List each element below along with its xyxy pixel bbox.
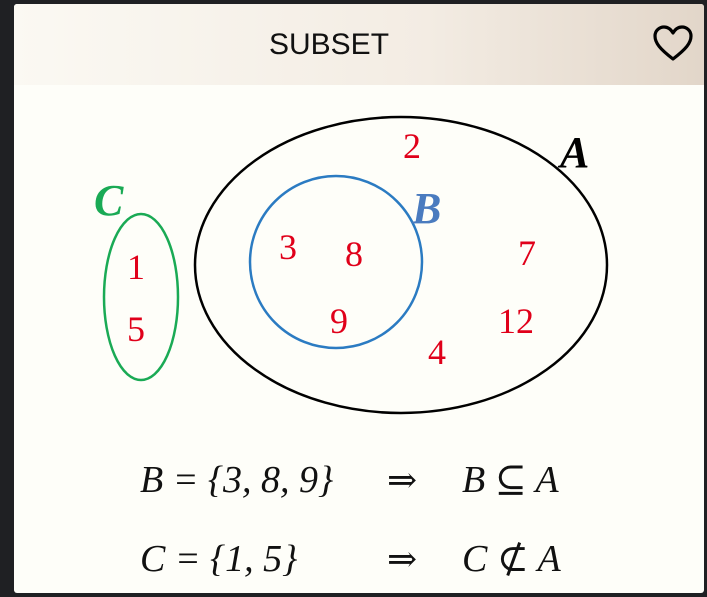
- set-c-label: C: [94, 176, 124, 225]
- element-2: 2: [403, 126, 421, 166]
- element-8: 8: [345, 234, 363, 274]
- equation-c-rhs: C ⊄ A: [462, 538, 561, 580]
- set-a-label: A: [557, 128, 589, 177]
- venn-diagram: A B C 2 7 12 4 3 8 9 1 5 B = {3, 8, 9} ⇒…: [94, 115, 609, 580]
- set-b-label: B: [411, 184, 441, 233]
- favorite-button[interactable]: [652, 24, 694, 64]
- subset-card: SUBSET A B C 2 7 12 4 3 8 9 1 5 B = {3, …: [14, 4, 704, 593]
- equation-b-arrow: ⇒: [387, 460, 417, 500]
- element-9: 9: [330, 301, 348, 341]
- element-1: 1: [127, 247, 145, 287]
- set-b-circle: [248, 174, 424, 350]
- heart-outline-icon: [653, 25, 693, 61]
- equation-c-arrow: ⇒: [387, 539, 417, 579]
- equation-b-rhs: B ⊆ A: [462, 459, 559, 501]
- set-c-ellipse: [102, 212, 180, 382]
- equation-c-lhs: C = {1, 5}: [140, 538, 297, 580]
- page-title: SUBSET: [268, 27, 390, 61]
- element-5: 5: [127, 309, 145, 349]
- equation-b-lhs: B = {3, 8, 9}: [140, 459, 333, 501]
- element-3: 3: [279, 227, 297, 267]
- equation-b: B = {3, 8, 9} ⇒ B ⊆ A: [140, 459, 559, 501]
- card-header: SUBSET: [14, 4, 704, 85]
- element-12: 12: [498, 301, 534, 341]
- set-a-ellipse: [193, 115, 609, 415]
- element-7: 7: [518, 233, 536, 273]
- equation-c: C = {1, 5} ⇒ C ⊄ A: [140, 538, 561, 580]
- element-4: 4: [428, 332, 446, 372]
